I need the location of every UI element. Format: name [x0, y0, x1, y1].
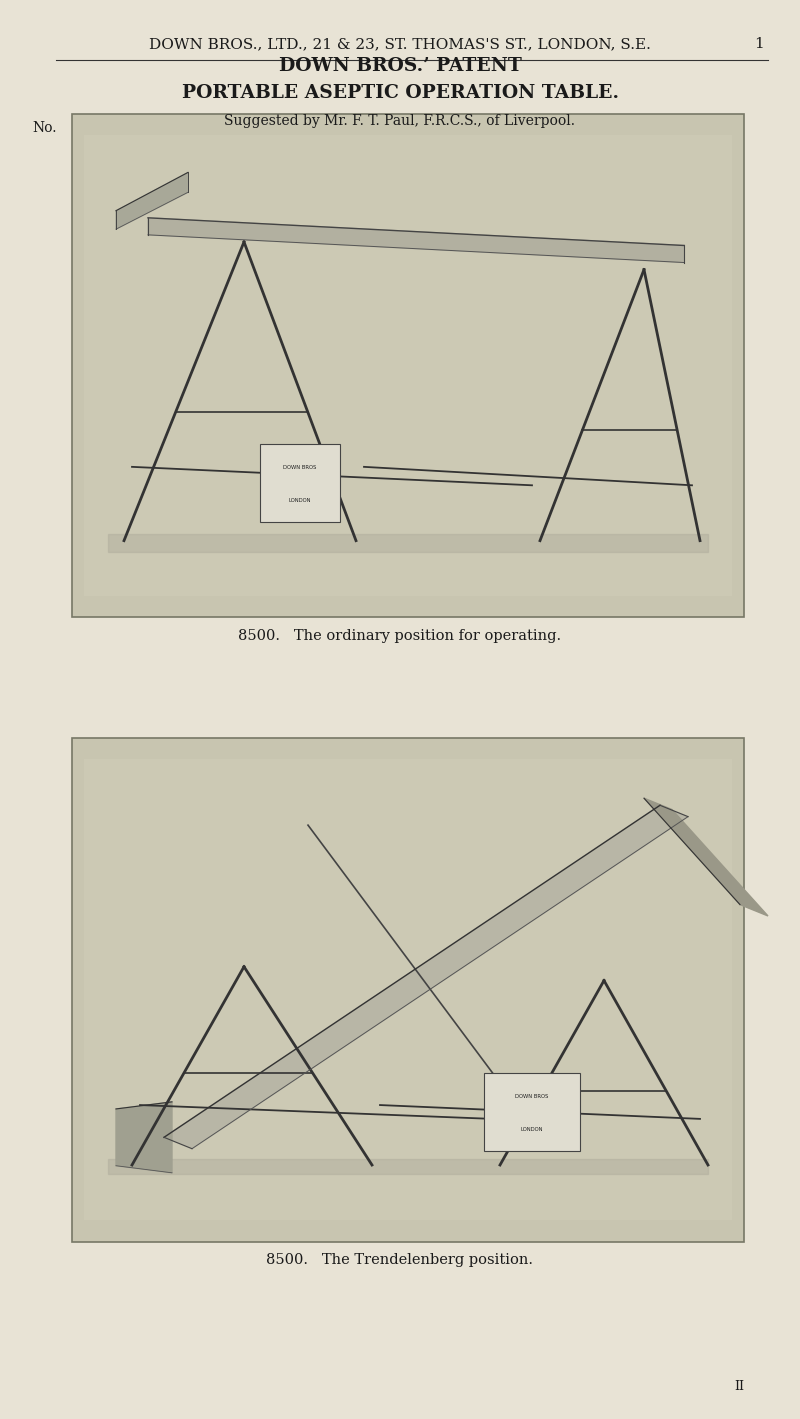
Polygon shape	[148, 219, 684, 263]
Text: Suggested by Mr. F. T. Paul, F.R.C.S., of Liverpool.: Suggested by Mr. F. T. Paul, F.R.C.S., o…	[225, 114, 575, 128]
Text: DOWN BROS: DOWN BROS	[515, 1094, 549, 1100]
Text: LONDON: LONDON	[289, 498, 311, 502]
Polygon shape	[164, 806, 688, 1149]
Text: DOWN BROS: DOWN BROS	[283, 465, 317, 470]
Text: DOWN BROS.’ PATENT: DOWN BROS.’ PATENT	[278, 57, 522, 75]
Text: 1: 1	[754, 37, 764, 51]
Polygon shape	[116, 172, 188, 230]
Text: II: II	[734, 1381, 744, 1393]
Bar	[484, 1073, 580, 1151]
Bar	[84, 759, 732, 1220]
Text: DOWN BROS., LTD., 21 & 23, ST. THOMAS'S ST., LONDON, S.E.: DOWN BROS., LTD., 21 & 23, ST. THOMAS'S …	[149, 37, 651, 51]
Polygon shape	[108, 534, 708, 552]
Bar	[72, 738, 744, 1242]
Text: LONDON: LONDON	[521, 1127, 543, 1132]
Text: 8500.   The Trendelenberg position.: 8500. The Trendelenberg position.	[266, 1253, 534, 1267]
Bar	[260, 444, 340, 522]
Bar	[84, 135, 732, 596]
Polygon shape	[644, 797, 768, 917]
Text: PORTABLE ASEPTIC OPERATION TABLE.: PORTABLE ASEPTIC OPERATION TABLE.	[182, 84, 618, 102]
Text: 8500.   The ordinary position for operating.: 8500. The ordinary position for operatin…	[238, 629, 562, 643]
Polygon shape	[108, 1159, 708, 1174]
Bar	[72, 114, 744, 617]
Text: No.: No.	[32, 121, 57, 135]
Polygon shape	[116, 1101, 172, 1172]
